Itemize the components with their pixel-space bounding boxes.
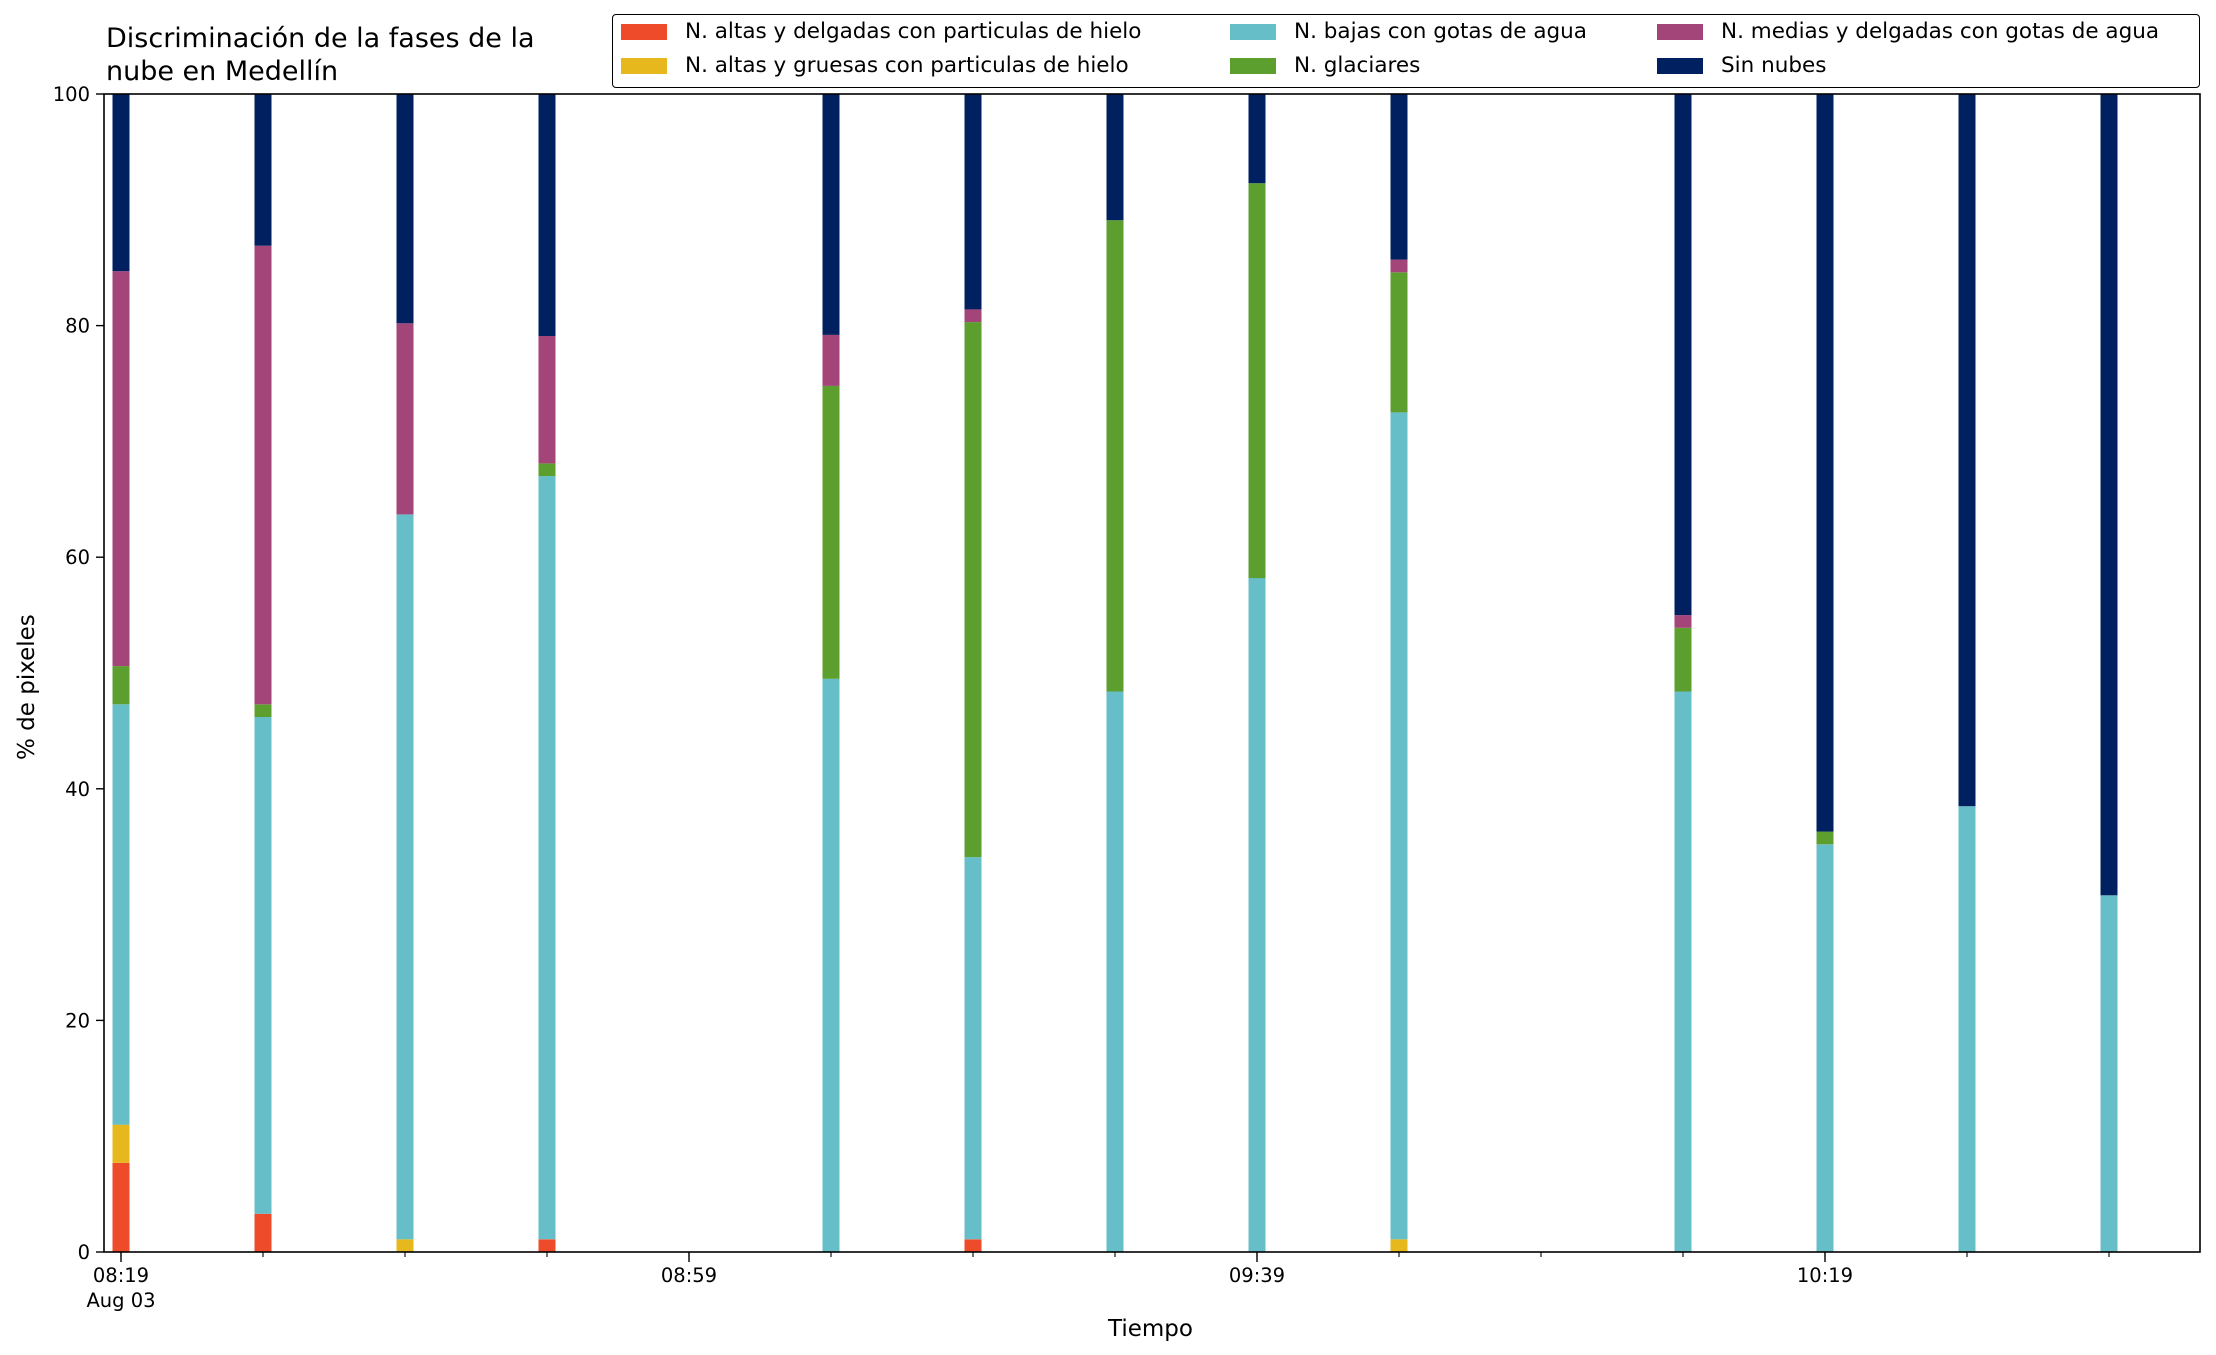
bar-segment — [1958, 94, 1976, 807]
bar-segment — [112, 1124, 130, 1163]
bar-segment — [1674, 627, 1692, 692]
bar-segment — [1248, 578, 1266, 1252]
y-tick-label: 40 — [65, 778, 90, 801]
bar-segment — [396, 514, 414, 1240]
legend-label: N. altas y delgadas con particulas de hi… — [685, 19, 1142, 44]
legend-entry: Sin nubes — [1657, 53, 1826, 78]
bar-segment — [396, 1239, 414, 1252]
bar-segment — [538, 1239, 556, 1252]
bar-segment — [1816, 94, 1834, 832]
bar-segment — [964, 309, 982, 323]
bar-segment — [254, 704, 272, 717]
bar-segment — [1674, 94, 1692, 616]
bar-segment — [1390, 1239, 1408, 1252]
bar-segment — [538, 463, 556, 477]
bar-segment — [538, 94, 556, 336]
legend-swatch — [621, 57, 667, 74]
bar-segment — [1390, 94, 1408, 260]
bar-segment — [1816, 844, 1834, 1252]
bar-segment — [112, 1162, 130, 1252]
bar-segment — [112, 271, 130, 667]
bar-segment — [964, 857, 982, 1240]
bar-segment — [822, 678, 840, 1252]
bar-segment — [1248, 94, 1266, 184]
legend-label: N. bajas con gotas de agua — [1294, 19, 1587, 44]
bar-segment — [822, 94, 840, 335]
bar-segment — [1390, 272, 1408, 413]
y-tick-label: 60 — [65, 546, 90, 569]
bar-segment — [822, 385, 840, 679]
bar-segment — [538, 336, 556, 464]
legend-swatch — [1230, 57, 1276, 74]
y-tick-label: 20 — [65, 1009, 90, 1032]
bar-segment — [538, 476, 556, 1240]
legend-entry: N. altas y delgadas con particulas de hi… — [621, 19, 1141, 44]
y-tick-label: 100 — [53, 83, 90, 106]
chart-legend: N. altas y delgadas con particulas de hi… — [612, 14, 2200, 88]
x-tick-sublabel: Aug 03 — [86, 1289, 155, 1312]
bar-segment — [112, 94, 130, 272]
bar-segment — [254, 94, 272, 246]
bar-segment — [1248, 183, 1266, 579]
y-tick-label: 80 — [65, 315, 90, 338]
legend-swatch — [621, 23, 667, 40]
legend-entry: N. medias y delgadas con gotas de agua — [1657, 19, 2159, 44]
bar-segment — [1106, 220, 1124, 692]
bar-segment — [1106, 94, 1124, 221]
bar-segment — [254, 717, 272, 1214]
x-axis-label: Tiempo — [1108, 1316, 1193, 1342]
legend-swatch — [1657, 23, 1703, 40]
legend-swatch — [1657, 57, 1703, 74]
x-tick-label: 08:59 — [661, 1264, 717, 1287]
bar-segment — [1106, 691, 1124, 1252]
legend-entry: N. bajas con gotas de agua — [1230, 19, 1587, 44]
x-tick-label: 09:39 — [1229, 1264, 1285, 1287]
bar-segment — [1390, 412, 1408, 1240]
bar-segment — [1674, 691, 1692, 1252]
bar-segment — [254, 1213, 272, 1252]
bar-segment — [1958, 806, 1976, 1252]
bar-segment — [2100, 895, 2118, 1252]
bar-segment — [1390, 259, 1408, 273]
bar-segment — [964, 322, 982, 858]
legend-label: N. medias y delgadas con gotas de agua — [1721, 19, 2160, 44]
y-tick-label: 0 — [78, 1241, 90, 1264]
bar-segment — [822, 334, 840, 386]
bar-segment — [396, 323, 414, 515]
bar-segment — [1674, 615, 1692, 628]
legend-swatch — [1230, 23, 1276, 40]
bar-segment — [396, 94, 414, 324]
bar-segment — [964, 94, 982, 310]
bar-segment — [112, 666, 130, 705]
bar-segment — [964, 1239, 982, 1252]
legend-label: N. altas y gruesas con particulas de hie… — [685, 53, 1129, 78]
plot-frame — [103, 93, 2201, 1253]
bar-segment — [2100, 94, 2118, 896]
legend-label: Sin nubes — [1721, 53, 1827, 78]
bar-segment — [112, 704, 130, 1125]
chart-title: Discriminación de la fases de la nube en… — [106, 23, 535, 87]
legend-entry: N. glaciares — [1230, 53, 1420, 78]
bar-segment — [254, 245, 272, 705]
legend-label: N. glaciares — [1294, 53, 1421, 78]
x-tick-label: 10:19 — [1797, 1264, 1853, 1287]
bar-segment — [1816, 831, 1834, 845]
legend-entry: N. altas y gruesas con particulas de hie… — [621, 53, 1129, 78]
x-tick-label: 08:19 — [93, 1264, 149, 1287]
